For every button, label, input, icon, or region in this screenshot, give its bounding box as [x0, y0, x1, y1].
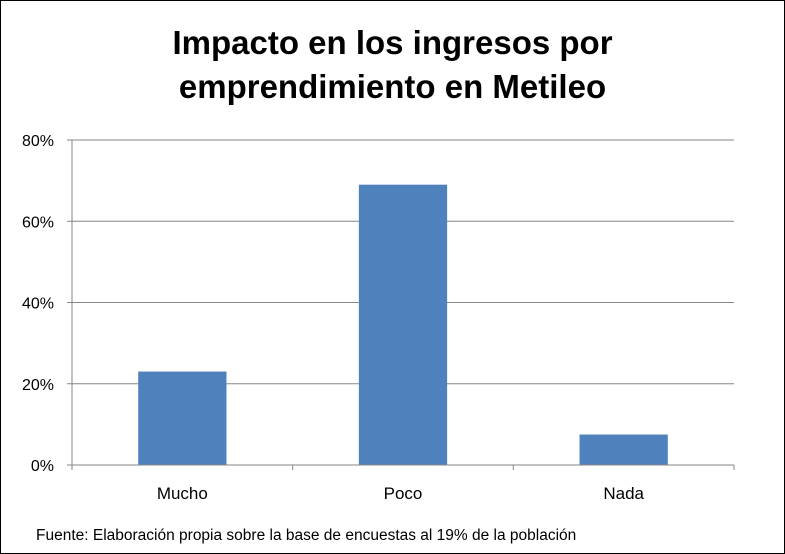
x-tick-label-mucho: Mucho [157, 484, 208, 503]
x-tick-label-poco: Poco [384, 484, 423, 503]
bar-poco [358, 184, 448, 465]
y-tick-label: 40% [22, 296, 54, 313]
chart-title: Impacto en los ingresos por emprendimien… [1, 21, 784, 109]
y-tick-label: 0% [31, 458, 54, 475]
source-note: Fuente: Elaboración propia sobre la base… [36, 527, 577, 544]
x-tick-label-nada: Nada [603, 484, 644, 503]
y-tick-label: 80% [22, 133, 54, 150]
chart-title-line-1: Impacto en los ingresos por [172, 24, 613, 61]
chart-title-line-2: emprendimiento en Metileo [178, 68, 607, 105]
y-tick-label: 60% [22, 214, 54, 231]
y-tick-label: 20% [22, 377, 54, 394]
bar-mucho [138, 371, 227, 465]
bar-nada [579, 434, 668, 465]
